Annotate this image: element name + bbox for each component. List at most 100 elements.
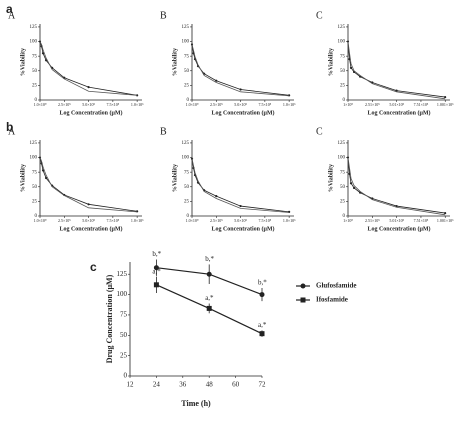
x-tick-label: 1.0×10⁶	[131, 102, 144, 107]
series-line	[347, 41, 446, 98]
y-tick-label: 125	[30, 25, 38, 30]
x-tick-label: 48	[206, 381, 214, 389]
y-tick-label: 0	[124, 372, 128, 380]
series-line	[39, 41, 138, 96]
y-tick-label: 125	[182, 25, 190, 30]
y-tick-label: 100	[338, 156, 346, 161]
x-tick-label: 12	[127, 381, 135, 389]
y-tick-label: 0	[187, 98, 190, 103]
x-tick-label: 1.0×10⁰	[34, 218, 47, 223]
panel-label: B	[160, 126, 167, 137]
x-axis-label: Log Concentration (μM)	[367, 225, 430, 232]
y-tick-label: 25	[184, 84, 190, 89]
x-tick-label: 7.5×10⁵	[259, 218, 272, 223]
y-tick-label: 75	[120, 311, 128, 319]
x-tick-label: 7.51×10⁵	[414, 102, 429, 107]
y-axis-label: %Viability	[20, 164, 26, 192]
y-tick-label: 50	[120, 331, 128, 339]
y-tick-label: 125	[338, 141, 346, 146]
y-tick-label: 50	[32, 69, 38, 74]
point-annotation: b,*	[152, 250, 161, 258]
point	[352, 186, 356, 190]
point-annotation: b,*	[205, 255, 214, 263]
point	[44, 176, 48, 180]
y-tick-label: 100	[30, 40, 38, 45]
figure-label: b	[6, 120, 13, 134]
x-tick-label: 7.5×10⁵	[107, 218, 120, 223]
y-tick-label: 0	[35, 98, 38, 103]
y-tick-label: 75	[184, 54, 190, 59]
y-tick-label: 100	[182, 156, 190, 161]
point-annotation: a,*	[258, 321, 267, 329]
y-tick-label: 125	[117, 270, 128, 278]
series-line	[39, 157, 138, 213]
x-tick-label: 1.0×10⁰	[186, 102, 199, 107]
point	[41, 52, 45, 55]
x-tick-label: 72	[259, 381, 267, 389]
x-axis-label: Log Concentration (μM)	[59, 109, 122, 116]
x-tick-label: 5.01×10⁵	[389, 102, 404, 107]
x-tick-label: 2.51×10⁵	[365, 102, 380, 107]
figure-label: a	[6, 2, 13, 16]
y-axis-label: %Viability	[20, 48, 26, 76]
x-tick-label: 1.0×10⁶	[283, 218, 296, 223]
series-line	[347, 41, 446, 100]
x-tick-label: 5.01×10⁵	[389, 218, 404, 223]
y-tick-label: 50	[32, 185, 38, 190]
y-tick-label: 125	[338, 25, 346, 30]
y-tick-label: 0	[35, 214, 38, 219]
point-annotation: b,*	[258, 279, 267, 287]
series-line	[191, 44, 290, 97]
x-tick-label: 1.0×10⁶	[131, 218, 144, 223]
y-tick-label: 100	[30, 156, 38, 161]
legend-label: Glufosfamide	[316, 282, 356, 290]
y-tick-label: 50	[184, 69, 190, 74]
x-tick-label: 5.0×10⁵	[82, 102, 95, 107]
point	[153, 282, 159, 288]
y-tick-label: 50	[340, 69, 346, 74]
y-tick-label: 0	[343, 214, 346, 219]
y-tick-label: 125	[30, 141, 38, 146]
x-tick-label: 1×10⁰	[343, 218, 353, 223]
x-tick-label: 1.001×10⁶	[437, 218, 454, 223]
y-axis-label: %Viability	[328, 48, 334, 76]
x-tick-label: 1.0×10⁰	[34, 102, 47, 107]
series-line	[191, 44, 290, 96]
y-tick-label: 125	[182, 141, 190, 146]
point-annotation: a,*	[205, 294, 214, 302]
point-annotation: a,*	[152, 267, 161, 275]
legend-marker	[300, 283, 306, 289]
point	[239, 88, 242, 91]
x-tick-label: 7.5×10⁵	[259, 102, 272, 107]
panel-label: A	[8, 126, 16, 137]
point	[206, 305, 212, 311]
point	[215, 79, 218, 82]
x-tick-label: 2.5×10⁵	[210, 218, 223, 223]
x-tick-label: 5.0×10⁵	[82, 218, 95, 223]
y-axis-label: %Viability	[172, 164, 178, 192]
legend-marker	[300, 297, 306, 303]
series-line	[39, 157, 138, 212]
point	[239, 204, 242, 208]
x-tick-label: 1.0×10⁶	[283, 102, 296, 107]
y-axis-label: Drug Concentration (μM)	[105, 274, 114, 363]
x-tick-label: 24	[153, 381, 161, 389]
panel-label: A	[8, 10, 16, 21]
y-tick-label: 0	[343, 98, 346, 103]
y-axis-label: %Viability	[172, 48, 178, 76]
point	[190, 157, 194, 160]
series-line	[191, 158, 290, 213]
y-tick-label: 25	[32, 84, 38, 89]
y-tick-label: 50	[340, 185, 346, 190]
point	[259, 292, 265, 298]
x-tick-label: 7.51×10⁵	[414, 218, 429, 223]
point	[87, 86, 90, 89]
x-tick-label: 2.5×10⁵	[210, 102, 223, 107]
point	[206, 271, 212, 277]
y-tick-label: 75	[340, 170, 346, 175]
y-tick-label: 25	[32, 200, 38, 205]
y-tick-label: 50	[184, 185, 190, 190]
point	[259, 331, 265, 337]
x-tick-label: 1.001×10⁶	[437, 102, 454, 107]
